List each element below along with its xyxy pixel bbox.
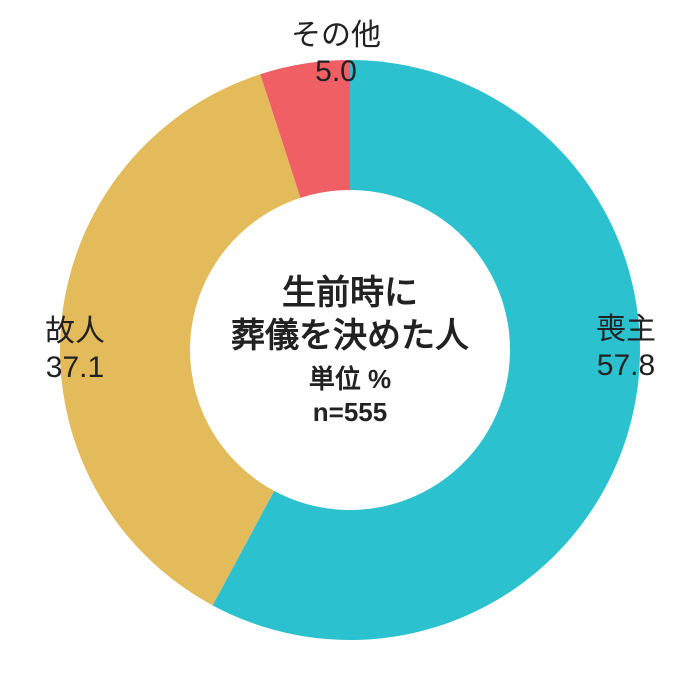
center-unit: 単位 % xyxy=(231,363,469,396)
slice-label-sonota: その他5.0 xyxy=(291,18,381,90)
slice-label-name-moshu: 喪主 xyxy=(596,312,656,348)
slice-label-value-sonota: 5.0 xyxy=(291,54,381,90)
slice-label-value-kojin: 37.1 xyxy=(45,350,105,386)
slice-label-kojin: 故人37.1 xyxy=(45,314,105,386)
slice-label-value-moshu: 57.8 xyxy=(596,348,656,384)
center-title-line2: 葬儀を決めた人 xyxy=(231,315,469,358)
center-text-block: 生前時に 葬儀を決めた人 単位 % n=555 xyxy=(231,272,469,428)
center-n: n=555 xyxy=(231,396,469,429)
center-title-line1: 生前時に xyxy=(231,272,469,315)
slice-label-moshu: 喪主57.8 xyxy=(596,312,656,384)
slice-label-name-kojin: 故人 xyxy=(45,314,105,350)
slice-label-name-sonota: その他 xyxy=(291,18,381,54)
donut-chart: 生前時に 葬儀を決めた人 単位 % n=555 喪主57.8故人37.1その他5… xyxy=(0,0,700,700)
